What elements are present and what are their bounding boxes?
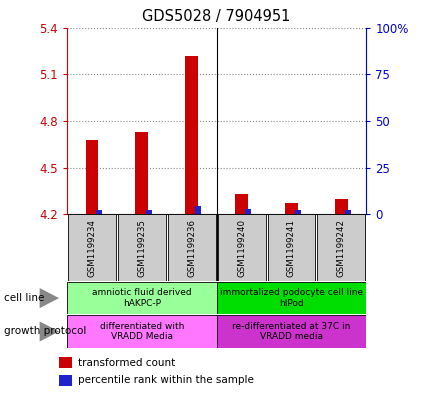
Bar (235, 194, 247, 214)
Text: transformed count: transformed count (78, 358, 175, 367)
Bar (85, 140, 98, 214)
Bar (267, 214, 315, 281)
Bar (117, 214, 165, 281)
Bar (216, 315, 366, 348)
Bar (344, 209, 350, 214)
Polygon shape (40, 321, 59, 342)
Text: re-differentiated at 37C in
VRADD media: re-differentiated at 37C in VRADD media (232, 322, 350, 341)
Text: GSM1199240: GSM1199240 (237, 219, 246, 277)
Text: GSM1199242: GSM1199242 (336, 219, 345, 277)
Bar (195, 206, 201, 214)
Bar (135, 132, 147, 214)
Bar (59, 357, 71, 368)
Text: GSM1199234: GSM1199234 (87, 219, 96, 277)
Bar (145, 209, 151, 214)
Title: GDS5028 / 7904951: GDS5028 / 7904951 (142, 9, 290, 24)
Text: GSM1199236: GSM1199236 (187, 219, 196, 277)
Text: amniotic fluid derived
hAKPC-P: amniotic fluid derived hAKPC-P (92, 288, 191, 308)
Bar (167, 214, 215, 281)
Bar (68, 214, 116, 281)
Bar (316, 214, 365, 281)
Bar (285, 203, 297, 214)
Bar (335, 198, 347, 214)
Text: GSM1199241: GSM1199241 (286, 219, 295, 277)
Text: percentile rank within the sample: percentile rank within the sample (78, 375, 253, 385)
Bar (217, 214, 265, 281)
Polygon shape (40, 288, 59, 308)
Bar (59, 375, 71, 386)
Bar (295, 209, 301, 214)
Text: immortalized podocyte cell line
hIPod: immortalized podocyte cell line hIPod (219, 288, 362, 308)
Text: growth protocol: growth protocol (4, 327, 86, 336)
Bar (245, 209, 251, 214)
Text: cell line: cell line (4, 293, 45, 303)
Bar (216, 282, 366, 314)
Bar (67, 282, 216, 314)
Text: GSM1199235: GSM1199235 (137, 219, 146, 277)
Bar (67, 315, 216, 348)
Bar (185, 55, 197, 214)
Text: differentiated with
VRADD Media: differentiated with VRADD Media (99, 322, 184, 341)
Bar (95, 209, 101, 214)
